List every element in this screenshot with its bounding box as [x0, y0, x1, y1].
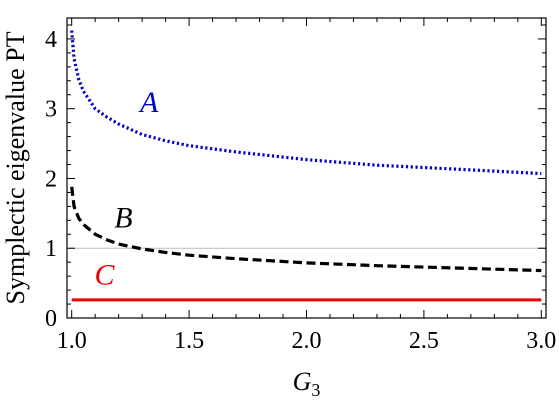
- y-axis-title: Symplectic eigenvalue PT: [1, 31, 30, 304]
- x-tick-label: 2.5: [409, 328, 439, 354]
- series-line-b: [70, 186, 542, 273]
- x-tick-label: 1.0: [57, 328, 87, 354]
- y-tick-label: 2: [45, 166, 57, 192]
- plot-area: A BC: [67, 30, 546, 302]
- y-tick-label: 4: [45, 27, 57, 53]
- y-tick-label: 0: [45, 306, 57, 332]
- x-axis-title-subscript: 3: [311, 380, 320, 400]
- x-axis-title: G3: [293, 367, 321, 400]
- curve-label-a: A: [138, 86, 159, 119]
- curve-label-b: B: [114, 201, 132, 234]
- x-tick-label: 1.5: [174, 328, 204, 354]
- series-line-a: [70, 30, 542, 176]
- y-tick-label: 3: [45, 97, 57, 123]
- curve-label-c: C: [95, 259, 116, 292]
- x-axis-title-main: G: [293, 367, 312, 396]
- plot-frame: [66, 17, 547, 319]
- x-tick-label: 2.0: [292, 328, 322, 354]
- x-tick-label: 3.0: [526, 328, 556, 354]
- axes: 1.0 1.5 2.0 2.5 3.0 0 1 2 3 4: [45, 17, 556, 354]
- y-tick-label: 1: [45, 236, 57, 262]
